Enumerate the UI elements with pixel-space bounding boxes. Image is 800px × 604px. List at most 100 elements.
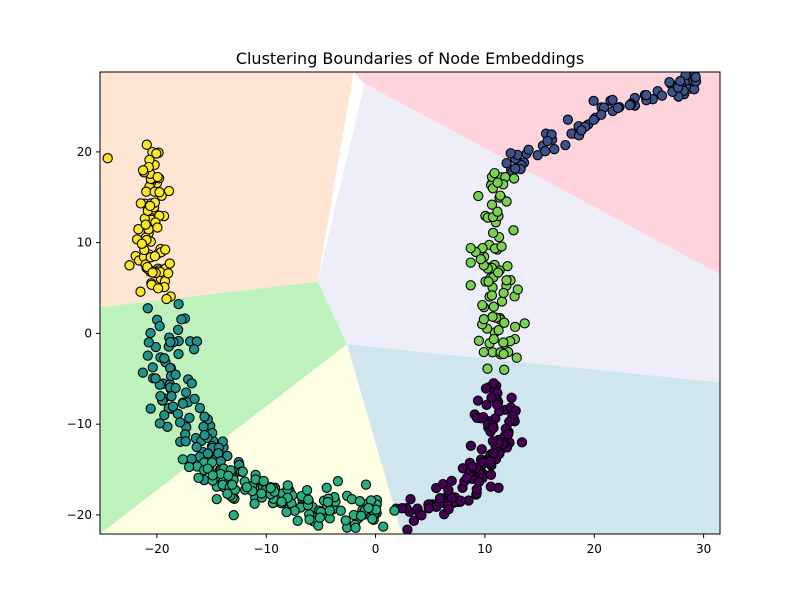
data-point-cluster-2 xyxy=(180,387,192,398)
data-point-cluster-2 xyxy=(145,327,156,339)
data-point-cluster-5 xyxy=(164,258,175,269)
data-point-cluster-1 xyxy=(596,109,607,120)
data-point-cluster-2 xyxy=(180,436,191,447)
data-point-cluster-0 xyxy=(516,437,528,448)
data-point-cluster-5 xyxy=(133,224,144,235)
data-point-outlier xyxy=(465,280,476,291)
data-point-cluster-2 xyxy=(155,390,166,402)
data-point-cluster-1 xyxy=(664,76,675,88)
data-point-cluster-3 xyxy=(360,479,372,490)
data-point-cluster-3 xyxy=(332,476,344,487)
data-point-cluster-5 xyxy=(137,165,149,176)
x-tick-label: −10 xyxy=(254,542,279,556)
data-point-cluster-1 xyxy=(588,114,599,126)
data-point-cluster-2 xyxy=(150,373,161,384)
data-point-cluster-2 xyxy=(222,450,233,462)
y-tick-label: 10 xyxy=(77,236,92,250)
data-point-outlier xyxy=(465,257,476,268)
data-point-cluster-0 xyxy=(476,444,487,455)
data-point-cluster-2 xyxy=(202,448,214,459)
data-point-cluster-1 xyxy=(641,89,652,101)
data-point-cluster-4 xyxy=(498,348,509,360)
data-point-cluster-4 xyxy=(511,352,522,363)
data-point-outlier xyxy=(102,153,113,164)
data-point-cluster-3 xyxy=(258,475,269,487)
data-point-cluster-0 xyxy=(491,399,503,410)
data-point-cluster-4 xyxy=(486,290,498,301)
data-point-cluster-5 xyxy=(151,148,162,159)
y-tick-label: −10 xyxy=(67,417,92,431)
x-tick-label: 30 xyxy=(696,542,711,556)
data-point-cluster-4 xyxy=(489,167,500,179)
data-point-cluster-4 xyxy=(477,299,488,311)
data-point-cluster-1 xyxy=(607,94,618,106)
x-tick-label: −20 xyxy=(144,542,169,556)
data-point-cluster-5 xyxy=(161,293,172,305)
data-point-cluster-2 xyxy=(142,303,153,314)
data-point-cluster-3 xyxy=(363,502,374,514)
data-point-cluster-3 xyxy=(228,510,239,521)
data-point-cluster-3 xyxy=(202,463,213,474)
data-point-cluster-2 xyxy=(143,337,154,348)
data-point-cluster-0 xyxy=(465,440,477,451)
data-point-cluster-5 xyxy=(152,171,163,183)
data-point-cluster-2 xyxy=(173,348,184,360)
data-point-cluster-3 xyxy=(355,510,367,521)
data-point-cluster-3 xyxy=(303,494,314,505)
data-point-cluster-1 xyxy=(505,148,516,159)
data-point-cluster-4 xyxy=(502,260,513,272)
data-point-cluster-2 xyxy=(174,417,186,428)
data-point-cluster-3 xyxy=(335,505,346,516)
data-point-cluster-0 xyxy=(423,503,434,514)
x-tick-label: 20 xyxy=(587,542,602,556)
data-point-cluster-3 xyxy=(183,461,195,473)
data-point-cluster-3 xyxy=(250,474,261,485)
data-point-cluster-3 xyxy=(292,515,303,526)
data-point-cluster-0 xyxy=(481,399,492,411)
data-point-cluster-5 xyxy=(135,198,146,209)
data-point-cluster-3 xyxy=(301,485,313,496)
data-point-cluster-4 xyxy=(493,325,504,336)
data-point-cluster-4 xyxy=(496,241,507,252)
data-point-cluster-4 xyxy=(509,321,521,333)
data-point-cluster-1 xyxy=(624,99,635,111)
data-point-cluster-4 xyxy=(492,206,503,217)
cluster-region-3 xyxy=(100,281,348,534)
data-point-cluster-2 xyxy=(188,344,200,355)
data-point-cluster-0 xyxy=(478,411,489,423)
cluster-region-1 xyxy=(353,72,720,275)
data-point-cluster-2 xyxy=(165,336,176,348)
data-point-cluster-5 xyxy=(136,238,148,249)
data-point-cluster-2 xyxy=(186,378,197,389)
data-point-cluster-2 xyxy=(147,362,158,373)
data-point-cluster-4 xyxy=(487,311,498,322)
data-point-cluster-3 xyxy=(340,515,351,526)
data-point-cluster-4 xyxy=(488,301,499,312)
data-point-cluster-4 xyxy=(483,276,494,287)
data-point-cluster-4 xyxy=(486,199,498,210)
data-point-cluster-3 xyxy=(222,488,233,499)
data-point-cluster-5 xyxy=(163,268,174,279)
data-point-cluster-3 xyxy=(237,466,248,477)
data-point-cluster-1 xyxy=(501,158,512,169)
data-point-cluster-4 xyxy=(488,333,499,345)
data-point-cluster-0 xyxy=(443,503,454,515)
data-point-cluster-0 xyxy=(488,447,499,459)
cluster-region-0 xyxy=(100,72,354,308)
data-point-cluster-3 xyxy=(211,493,222,505)
data-point-cluster-4 xyxy=(498,287,509,299)
data-point-cluster-2 xyxy=(184,412,195,424)
data-point-cluster-2 xyxy=(172,324,184,335)
data-point-cluster-2 xyxy=(159,353,170,364)
data-point-cluster-5 xyxy=(141,186,152,197)
plot-frame xyxy=(99,71,721,535)
data-point-cluster-0 xyxy=(408,515,420,527)
data-point-cluster-3 xyxy=(249,498,260,509)
data-point-cluster-4 xyxy=(498,337,509,348)
data-point-cluster-2 xyxy=(199,429,210,441)
data-point-cluster-4 xyxy=(499,364,510,375)
data-point-cluster-0 xyxy=(472,395,484,406)
data-point-cluster-1 xyxy=(675,75,686,87)
data-point-cluster-0 xyxy=(485,481,496,492)
data-point-cluster-4 xyxy=(501,196,512,207)
